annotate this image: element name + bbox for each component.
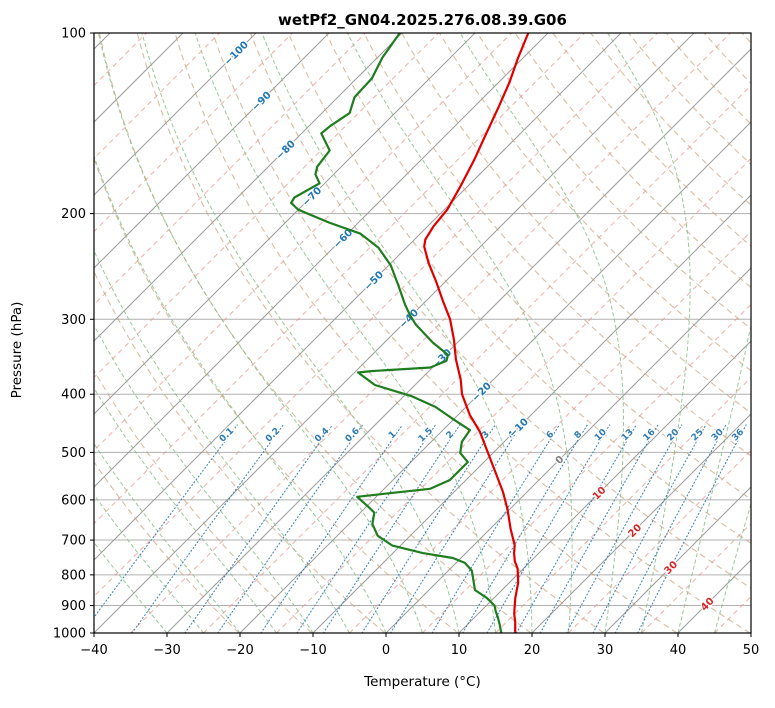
y-tick-label: 700 <box>61 534 86 549</box>
isotherm-label: 0 <box>554 454 567 467</box>
mixing-ratio-label: 0.1 <box>218 426 236 444</box>
x-tick-label: 30 <box>597 643 614 658</box>
y-tick-label: 400 <box>61 388 86 403</box>
x-tick-label: 50 <box>743 643 760 658</box>
isotherm-label: −80 <box>274 139 298 163</box>
dewpoint-curve <box>290 33 503 633</box>
isotherm-label: 20 <box>627 522 645 540</box>
y-tick-label: 100 <box>61 27 86 42</box>
x-tick-label: −40 <box>80 643 107 658</box>
mixing-ratio-label: 20 <box>666 427 682 443</box>
isotherm-label: 30 <box>663 559 681 577</box>
y-tick-label: 200 <box>61 207 86 222</box>
x-tick-label: 20 <box>524 643 541 658</box>
axis-ticks: −40 −30 −20 −10 0 10 20 30 40 5010020030040050060… <box>53 27 759 659</box>
x-tick-label: 40 <box>670 643 687 658</box>
y-tick-label: 900 <box>61 599 86 614</box>
x-axis-label: Temperature (°C) <box>364 674 481 690</box>
mixing-ratio-label: 6 <box>545 430 557 442</box>
pressure-gridlines <box>94 33 751 633</box>
isotherm-label: −50 <box>362 269 386 293</box>
y-tick-label: 600 <box>61 493 86 508</box>
dry-adiabats <box>94 33 751 633</box>
isotherm-label: −20 <box>470 381 494 405</box>
x-tick-label: 0 <box>382 643 390 658</box>
mixing-ratio-label: 10 <box>593 427 609 443</box>
mixing-ratio-label: 2 <box>445 430 457 442</box>
isotherm-label: −90 <box>250 90 274 114</box>
temperature-curve <box>423 33 530 633</box>
mixing-ratio-lines <box>94 424 747 633</box>
y-tick-label: 1000 <box>53 627 86 642</box>
y-tick-label: 300 <box>61 313 86 328</box>
mixing-ratio-label: 0.2 <box>264 426 282 444</box>
mixing-ratio-label: 8 <box>573 430 585 442</box>
isotherm-label: 40 <box>699 596 717 614</box>
isotherms <box>94 33 751 633</box>
x-tick-label: 10 <box>451 643 468 658</box>
mixing-ratio-label: 0.4 <box>313 426 331 444</box>
x-tick-label: −10 <box>299 643 326 658</box>
x-tick-label: −20 <box>226 643 253 658</box>
plot-frame <box>93 32 752 634</box>
mixing-ratio-label: 36 <box>730 427 746 443</box>
sounding-profiles <box>290 33 530 633</box>
y-axis-label: Pressure (hPa) <box>9 301 25 399</box>
mixing-ratio-label: 16 <box>642 427 658 443</box>
isotherms-minor <box>94 33 751 633</box>
isotherm-label: −70 <box>301 185 325 209</box>
x-tick-label: −30 <box>153 643 180 658</box>
chart-title: wetPf2_GN04.2025.276.08.39.G06 <box>278 11 567 29</box>
isotherm-label: −10 <box>507 417 531 441</box>
isotherm-label: −100 <box>222 39 250 67</box>
y-tick-label: 800 <box>61 568 86 583</box>
y-tick-label: 500 <box>61 446 86 461</box>
